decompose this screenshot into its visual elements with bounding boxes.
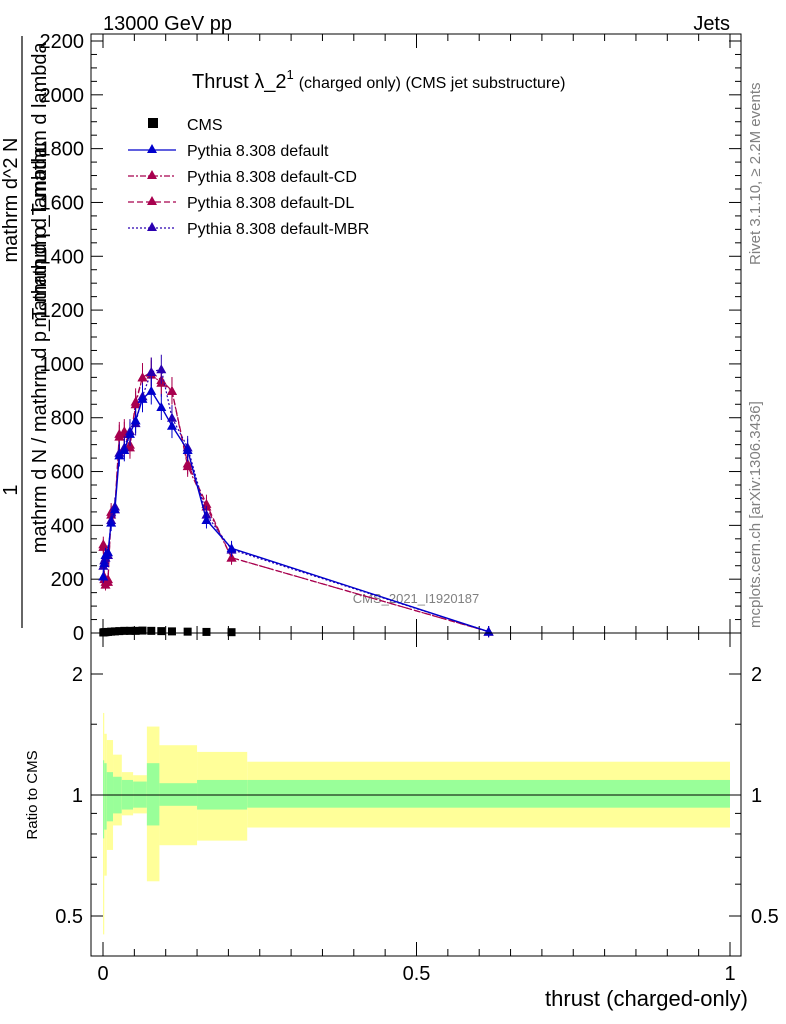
series-marker-1 — [99, 558, 110, 568]
series-marker-1 — [103, 547, 114, 557]
cms-data-point — [167, 627, 176, 636]
ratio-y-tick-label: 2 — [72, 664, 83, 686]
series-marker-1 — [137, 393, 148, 403]
series-marker-3 — [98, 539, 109, 549]
ratio-y-tick-label: 1 — [72, 785, 83, 807]
series-marker-1 — [226, 543, 237, 553]
cms-data-point — [115, 627, 124, 636]
series-marker-1 — [109, 504, 120, 514]
ratio-bands — [91, 712, 741, 935]
series-marker-1 — [201, 514, 212, 524]
legend-marker — [147, 222, 157, 231]
ratio-inner-band — [104, 763, 107, 830]
main-y-tick-label: 2200 — [40, 31, 85, 53]
legend-label: Pythia 8.308 default-DL — [187, 195, 354, 212]
series-marker-1 — [98, 571, 109, 581]
mcplots-label: mcplots.cern.ch [arXiv:1306.3436] — [747, 401, 764, 628]
ratio-inner-band — [247, 779, 730, 808]
series-marker-1 — [114, 450, 125, 460]
legend: CMS Pythia 8.308 default Pythia 8.308 defa… — [128, 117, 369, 238]
plot-title: Thrust λ_21 (charged only) (CMS jet subst… — [192, 67, 565, 93]
cms-data-point — [110, 627, 119, 636]
series-marker-1 — [166, 420, 177, 430]
series-marker-1 — [130, 415, 141, 425]
ratio-y-tick-label-right: 1 — [751, 785, 762, 807]
series-marker-4 — [146, 366, 157, 376]
y-title-numerator: mathrm d^2 N — [0, 138, 22, 263]
series-marker-3 — [137, 372, 148, 382]
legend-marker — [147, 196, 157, 205]
main-y-ticks: 0 200 400 600 800 1000 1200 1400 1600 1800 2000 220… — [40, 31, 741, 645]
series-marker-3 — [114, 428, 125, 438]
ratio-inner-band — [106, 772, 114, 822]
y-title-one: 1 — [0, 484, 22, 495]
ratio-inner-band — [159, 783, 198, 806]
cms-data-point — [120, 626, 129, 635]
main-y-tick-label: 800 — [51, 408, 84, 430]
series-marker-1 — [119, 445, 130, 455]
legend-label: Pythia 8.308 default-MBR — [187, 221, 369, 238]
main-y-tick-label: 1800 — [40, 139, 85, 161]
legend-label: Pythia 8.308 default-CD — [187, 169, 357, 186]
ratio-y-tick-label: 0.5 — [55, 906, 83, 928]
series-marker-1 — [106, 517, 117, 527]
header-jets-label: Jets — [693, 13, 730, 35]
x-tick-label: 1 — [724, 963, 735, 985]
main-series-group — [98, 354, 494, 638]
cms-data-point — [147, 626, 156, 635]
main-y-tick-label: 1200 — [40, 300, 85, 322]
series-marker-3 — [130, 396, 141, 406]
ratio-inner-band — [146, 763, 160, 826]
cms-data-point — [157, 627, 166, 636]
series-marker-4 — [156, 364, 167, 374]
main-y-tick-label: 1600 — [40, 192, 85, 214]
header-energy-label: 13000 GeV pp — [103, 13, 232, 35]
ratio-y-ticks: 0.5 0.5 1 1 2 2 — [55, 664, 779, 928]
series-marker-3 — [226, 552, 237, 562]
cms-data-point — [202, 627, 211, 636]
x-axis-title: thrust (charged-only) — [545, 986, 748, 1011]
series-marker-1 — [182, 445, 193, 455]
cms-data-point — [183, 627, 192, 636]
main-y-tick-label: 1400 — [40, 246, 85, 268]
legend-label: Pythia 8.308 default — [187, 143, 329, 160]
cms-data-point — [138, 626, 147, 635]
ratio-x-ticks: 0 0.5 1 — [97, 633, 736, 985]
main-y-tick-label: 2000 — [40, 85, 85, 107]
main-y-tick-label: 400 — [51, 515, 84, 537]
rivet-version-label: Rivet 3.1.10, ≥ 2.2M events — [747, 83, 764, 266]
y-title-numerator-den: mathrm d p_T mathrm d lambda — [29, 41, 51, 327]
plot-title-rest: (charged only) (CMS jet substructure) — [299, 75, 566, 92]
ratio-y-axis-title: Ratio to CMS — [24, 750, 41, 839]
main-x-ticks — [102, 34, 731, 633]
x-tick-label: 0.5 — [403, 963, 431, 985]
cms-data-point — [227, 628, 236, 637]
series-marker-1 — [146, 385, 157, 395]
main-y-tick-label: 0 — [73, 623, 84, 645]
plot-title-main: Thrust λ_2 — [192, 71, 286, 93]
series-marker-3 — [182, 458, 193, 468]
legend-marker — [147, 144, 157, 153]
legend-marker-cms — [148, 118, 158, 128]
main-y-tick-label: 1000 — [40, 354, 85, 376]
legend-label: CMS — [187, 117, 223, 134]
series-marker-1 — [124, 428, 135, 438]
plot-title-sup: 1 — [286, 67, 293, 82]
main-y-axis-title: 1 mathrm d N / mathrm d p_T mathrm d lam… — [0, 36, 51, 628]
cms-data-point — [125, 626, 134, 635]
cms-data-point — [131, 626, 140, 635]
ratio-y-tick-label-right: 2 — [751, 664, 762, 686]
main-y-tick-label: 600 — [51, 462, 84, 484]
ratio-inner-band — [103, 760, 105, 839]
x-tick-label: 0 — [97, 963, 108, 985]
ratio-y-tick-label-right: 0.5 — [751, 906, 779, 928]
legend-marker — [147, 170, 157, 179]
series-marker-1 — [156, 401, 167, 411]
series-marker-3 — [103, 574, 114, 584]
series-marker-3 — [166, 385, 177, 395]
main-y-tick-label: 200 — [51, 569, 84, 591]
y-title-denominator: mathrm d N / mathrm d p_T mathrm d lambd… — [29, 146, 51, 553]
